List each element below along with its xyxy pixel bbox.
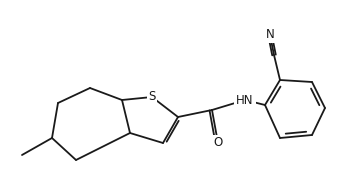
Text: N: N — [266, 28, 274, 41]
Text: S: S — [148, 90, 156, 103]
Text: O: O — [213, 137, 223, 150]
Text: HN: HN — [236, 94, 254, 107]
